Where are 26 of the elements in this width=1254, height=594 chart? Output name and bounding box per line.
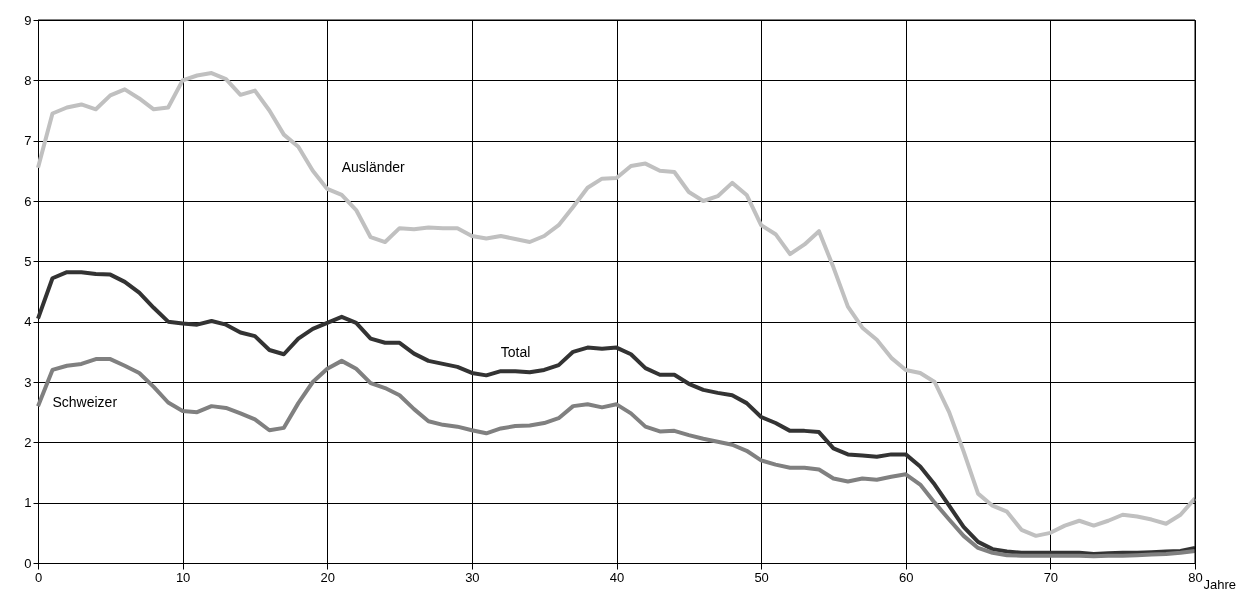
line-series [36,357,1197,559]
x-tick-label: 50 [754,569,769,585]
y-tick-label: 5 [24,253,32,269]
series-label: Total [500,344,531,361]
x-tick-label: 20 [320,569,335,585]
line-series [36,270,1197,556]
x-tick-label: 60 [899,569,914,585]
y-tick-label: 8 [24,72,32,88]
x-tick-label: 80 [1188,569,1203,585]
y-tick-label: 0 [24,555,32,571]
series-label: Ausländer [341,158,406,175]
y-tick-label: 3 [24,374,32,390]
x-axis-title: Jahre [1203,576,1237,592]
y-tick-label: 4 [24,314,32,330]
y-tick-label: 9 [24,12,32,28]
x-tick-label: 30 [465,569,480,585]
line-series [36,71,1197,538]
x-tick-label: 10 [175,569,191,585]
y-tick-label: 2 [24,434,32,450]
x-tick-label: 40 [609,569,625,585]
x-tick-label: 0 [34,569,43,585]
y-tick-label: 1 [24,495,32,511]
y-tick-label: 7 [24,133,32,149]
x-tick-label: 70 [1043,569,1059,585]
y-tick-label: 6 [24,193,32,209]
series-label: Schweizer [52,394,118,411]
